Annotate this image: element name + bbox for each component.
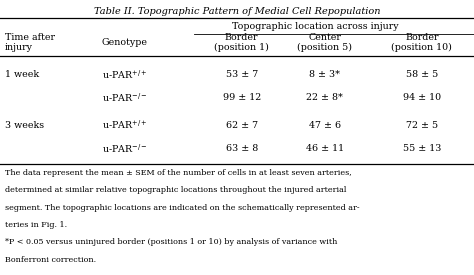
Text: Border
(position 10): Border (position 10) <box>392 33 452 53</box>
Text: Topographic location across injury: Topographic location across injury <box>232 22 399 31</box>
Text: determined at similar relative topographic locations throughout the injured arte: determined at similar relative topograph… <box>5 186 346 194</box>
Text: 3 weeks: 3 weeks <box>5 121 44 130</box>
Text: segment. The topographic locations are indicated on the schematically represente: segment. The topographic locations are i… <box>5 204 359 212</box>
Text: 8 ± 3*: 8 ± 3* <box>309 70 340 79</box>
Text: u-PAR$^{-/-}$: u-PAR$^{-/-}$ <box>102 91 148 104</box>
Text: 99 ± 12: 99 ± 12 <box>223 93 261 102</box>
Text: Border
(position 1): Border (position 1) <box>214 33 269 53</box>
Text: 55 ± 13: 55 ± 13 <box>403 144 441 153</box>
Text: 58 ± 5: 58 ± 5 <box>406 70 438 79</box>
Text: 47 ± 6: 47 ± 6 <box>309 121 341 130</box>
Text: teries in Fig. 1.: teries in Fig. 1. <box>5 221 67 229</box>
Text: u-PAR$^{+/+}$: u-PAR$^{+/+}$ <box>102 68 147 81</box>
Text: 46 ± 11: 46 ± 11 <box>306 144 344 153</box>
Text: u-PAR$^{+/+}$: u-PAR$^{+/+}$ <box>102 119 147 131</box>
Text: Genotype: Genotype <box>102 38 148 47</box>
Text: *P < 0.05 versus uninjured border (positions 1 or 10) by analysis of variance wi: *P < 0.05 versus uninjured border (posit… <box>5 238 337 246</box>
Text: 53 ± 7: 53 ± 7 <box>226 70 258 79</box>
Text: Time after
injury: Time after injury <box>5 33 55 52</box>
Text: 63 ± 8: 63 ± 8 <box>226 144 258 153</box>
Text: Center
(position 5): Center (position 5) <box>297 33 352 53</box>
Text: 22 ± 8*: 22 ± 8* <box>306 93 343 102</box>
Text: u-PAR$^{-/-}$: u-PAR$^{-/-}$ <box>102 142 148 155</box>
Text: 94 ± 10: 94 ± 10 <box>403 93 441 102</box>
Text: Bonferroni correction.: Bonferroni correction. <box>5 256 96 264</box>
Text: 62 ± 7: 62 ± 7 <box>226 121 258 130</box>
Text: 72 ± 5: 72 ± 5 <box>406 121 438 130</box>
Text: Table II. Topographic Pattern of Medial Cell Repopulation: Table II. Topographic Pattern of Medial … <box>94 7 380 16</box>
Text: The data represent the mean ± SEM of the number of cells in at least seven arter: The data represent the mean ± SEM of the… <box>5 169 352 177</box>
Text: 1 week: 1 week <box>5 70 39 79</box>
